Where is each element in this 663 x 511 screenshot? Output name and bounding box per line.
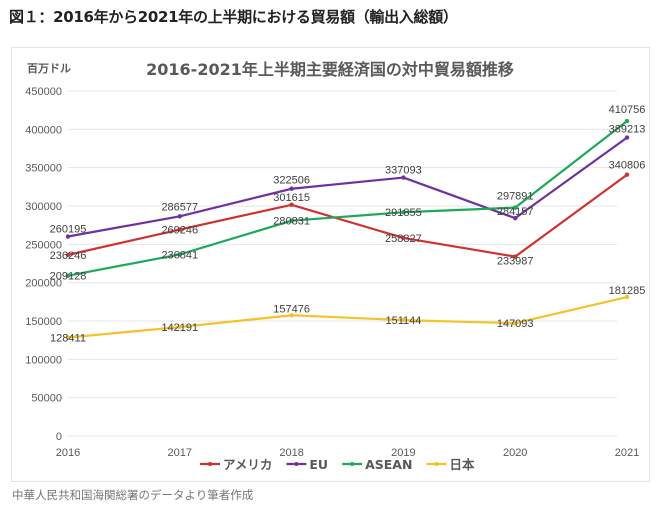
data-point	[289, 202, 294, 207]
data-point	[177, 227, 182, 232]
data-label: 301615	[273, 192, 310, 204]
data-label: 147093	[497, 318, 534, 330]
y-tick-label: 350000	[25, 163, 62, 175]
data-labels: 236246 269246 301615 258327 233987 340806 2601…	[50, 104, 646, 344]
data-label: 280831	[273, 216, 310, 228]
data-label: 236841	[161, 249, 198, 261]
data-label: 236246	[50, 250, 87, 262]
data-point	[401, 317, 406, 323]
y-tick-label: 50000	[31, 393, 62, 405]
series-line-asean	[67, 120, 628, 277]
legend-label: 日本	[449, 457, 475, 472]
data-label: 337093	[385, 165, 422, 177]
legend: アメリカ EU ASEAN 日本	[200, 457, 475, 472]
y-tick-label: 150000	[25, 316, 62, 328]
data-point	[177, 214, 182, 219]
data-label: 410756	[609, 104, 646, 116]
data-point	[401, 235, 406, 241]
x-tick-label: 2018	[279, 447, 303, 459]
legend-point-marker	[294, 462, 299, 466]
data-label: 286577	[161, 201, 198, 213]
data-label: 233987	[497, 256, 534, 268]
legend-item[interactable]: アメリカ	[200, 457, 272, 472]
data-point	[624, 118, 630, 124]
data-point	[65, 234, 71, 239]
data-label: 340806	[609, 160, 646, 172]
data-point	[624, 294, 630, 300]
data-point	[65, 252, 71, 258]
data-point	[624, 172, 630, 177]
legend-item[interactable]: 日本	[426, 457, 475, 472]
y-axis-unit-label: 百万ドル	[27, 62, 71, 75]
legend-point-marker	[208, 462, 212, 466]
chart-container	[11, 47, 650, 482]
y-tick-label: 400000	[25, 124, 62, 136]
data-label: 157476	[273, 303, 310, 315]
data-point	[289, 313, 294, 318]
y-axis-ticks: 0 50000 100000 150000 200000 250000 300000 3500…	[25, 86, 62, 443]
x-tick-label: 2019	[391, 447, 415, 459]
data-point	[513, 205, 518, 210]
figure-heading: 図１：2016年から2021年の上半期における貿易額（輸出入総額）	[9, 8, 458, 26]
gridlines	[68, 90, 617, 437]
data-label: 258327	[385, 233, 422, 245]
y-tick-label: 0	[56, 431, 62, 443]
x-tick-label: 2020	[503, 447, 527, 459]
data-point	[401, 175, 406, 180]
legend-item[interactable]: EU	[286, 457, 328, 472]
x-tick-label: 2021	[615, 447, 639, 459]
legend-item[interactable]: ASEAN	[342, 457, 412, 472]
y-tick-label: 100000	[25, 354, 62, 366]
legend-point-marker	[350, 462, 355, 466]
data-label: 181285	[609, 285, 646, 297]
data-point	[513, 215, 518, 221]
data-label: 389213	[609, 124, 646, 136]
legend-point-marker	[434, 462, 439, 466]
chart-title: 2016-2021年上半期主要経済国の対中貿易額推移	[146, 60, 514, 79]
x-tick-label: 2016	[56, 447, 80, 459]
y-tick-label: 250000	[25, 239, 62, 251]
data-point	[65, 335, 71, 340]
data-label: 284157	[497, 206, 534, 218]
legend-label: EU	[309, 457, 328, 472]
data-point	[177, 252, 182, 257]
data-label: 291855	[385, 207, 422, 219]
data-point	[513, 321, 518, 326]
data-point	[289, 218, 294, 223]
data-point	[289, 186, 294, 191]
series-line-eu	[67, 136, 628, 238]
data-label: 128411	[50, 333, 86, 345]
data-label: 260195	[50, 224, 87, 236]
y-tick-label: 300000	[25, 201, 62, 213]
data-label: 151144	[385, 315, 421, 327]
data-point	[513, 254, 518, 259]
data-label: 209128	[50, 271, 87, 283]
y-tick-label: 450000	[25, 86, 62, 98]
data-point	[401, 210, 406, 215]
legend-label: ASEAN	[365, 457, 412, 472]
y-tick-label: 200000	[25, 278, 62, 290]
data-point	[624, 135, 630, 140]
data-label: 269246	[161, 225, 198, 237]
data-label: 297891	[497, 191, 534, 203]
series-line-japan	[67, 295, 628, 339]
x-tick-label: 2017	[168, 447, 192, 459]
x-axis-ticks: 2016 2017 2018 2019 2020 2021	[56, 447, 639, 459]
data-label: 322506	[273, 175, 310, 187]
series-line-usa	[67, 173, 628, 258]
source-caption: 中華人民共和国海関総署のデータより筆者作成	[12, 488, 254, 502]
data-point	[65, 273, 71, 278]
series-lines	[65, 118, 630, 340]
data-label: 142191	[161, 322, 198, 334]
data-point	[177, 324, 182, 330]
legend-label: アメリカ	[223, 457, 272, 472]
